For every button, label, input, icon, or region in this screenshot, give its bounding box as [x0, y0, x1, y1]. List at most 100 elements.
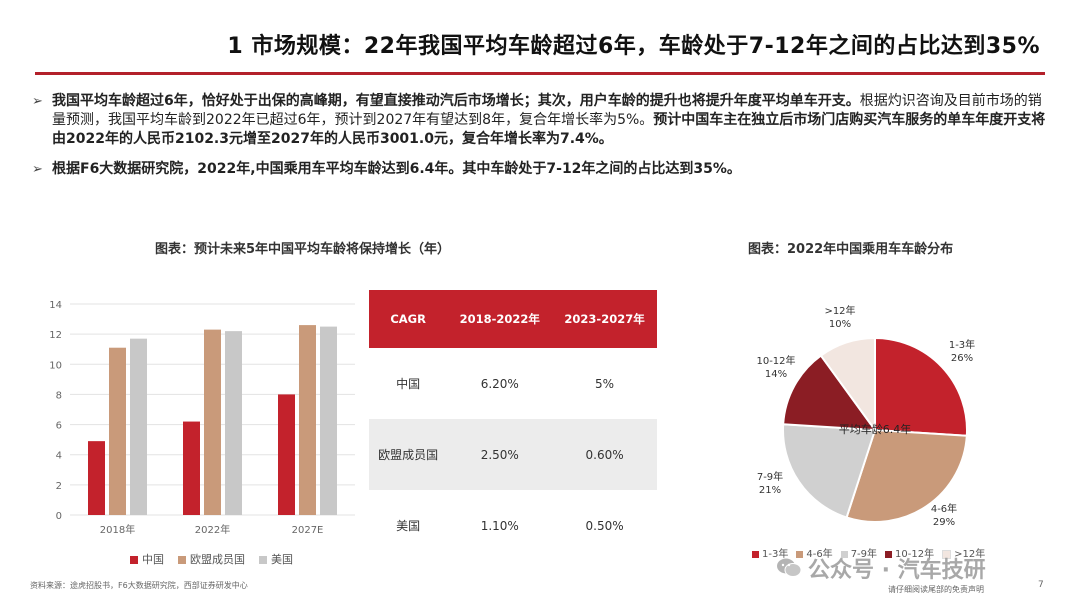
- footer-disclaimer: 请仔细阅读尾部的免责声明: [888, 585, 984, 594]
- legend-item: 10-12年: [885, 545, 934, 560]
- bar: [88, 441, 105, 515]
- pie-slice-percent: 29%: [933, 517, 955, 528]
- legend-swatch: [752, 550, 759, 558]
- legend-item: 美国: [259, 551, 293, 567]
- bullet-1-tail: 预计中国车主在独立后市场门店购买汽车服务的单车年度开支将由2022年的人民币21…: [52, 112, 1046, 147]
- pie-slice-label: 7-9年: [757, 470, 783, 483]
- legend-label: 4-6年: [806, 549, 833, 560]
- table-cell: 5%: [595, 376, 615, 391]
- table-cell: 6.20%: [480, 376, 519, 391]
- pie-slice-label: >12年: [824, 304, 855, 317]
- arrow-bullet-icon: ➢: [32, 94, 43, 109]
- bar: [183, 421, 200, 515]
- cagr-table-header-row: CAGR 2018-2022年 2023-2027年: [369, 290, 657, 348]
- page-title: 1 市场规模：22年我国平均车龄超过6年，车龄处于7-12年之间的占比达到35%: [227, 34, 1040, 59]
- pie-chart-title: 图表：2022年中国乘用车车龄分布: [748, 242, 954, 257]
- bullet-item-1: ➢ 我国平均车龄超过6年，恰好处于出保的高峰期，有望直接推动汽后市场增长；其次，…: [30, 92, 1050, 149]
- legend-item: >12年: [942, 545, 985, 560]
- legend-label: 1-3年: [762, 549, 789, 560]
- bar: [225, 331, 242, 515]
- legend-item: 7-9年: [840, 545, 878, 560]
- legend-swatch: [178, 556, 186, 564]
- y-tick-label: 0: [56, 511, 62, 522]
- legend-label: 7-9年: [850, 549, 878, 560]
- bar: [299, 325, 316, 515]
- pie-slice: [782, 423, 877, 519]
- legend-swatch: [942, 549, 952, 559]
- page-number: 7: [1038, 580, 1044, 590]
- table-cell: 1.10%: [480, 518, 519, 533]
- table-row: 美国 1.10% 0.50%: [369, 490, 657, 561]
- y-tick-label: 14: [49, 300, 62, 311]
- table-row: 欧盟成员国 2.50% 0.60%: [369, 419, 657, 490]
- bar-chart-title: 图表：预计未来5年中国平均车龄将保持增长（年）: [155, 242, 451, 257]
- pie-slice-percent: 21%: [759, 485, 781, 496]
- pie-slice-percent: 26%: [951, 353, 973, 364]
- table-row: 中国 6.20% 5%: [369, 348, 657, 419]
- bullet-2-lead: 根据F6大数据研究院，2022年,中国乘用车平均车龄达到6.4年。其中车龄处于7…: [52, 161, 741, 177]
- y-tick-label: 2: [56, 481, 62, 492]
- cagr-header-cell: 2018-2022年: [447, 290, 553, 348]
- table-cell: 2.50%: [447, 419, 553, 490]
- pie-slice: [819, 336, 876, 434]
- bullet-1-lead: 我国平均车龄超过6年，恰好处于出保的高峰期，有望直接推动汽后市场增长；其次，用户…: [52, 93, 860, 109]
- watermark: 公众号 · 汽车技研: [776, 552, 986, 584]
- pie-slice: [782, 354, 878, 432]
- bar: [130, 338, 147, 515]
- bar-chart-legend: 中国 欧盟成员国 美国: [130, 551, 293, 567]
- footer-source: 资料来源：途虎招股书，F6大数据研究院，西部证券研发中心: [30, 581, 248, 590]
- cagr-header-cell: CAGR: [369, 290, 448, 348]
- legend-label: >12年: [954, 549, 986, 560]
- bullet-1-body: 根据灼识咨询及目前市场的销量预测，我国平均车龄到2022年已超过6年，预计到20…: [52, 93, 1042, 128]
- cagr-header-cell: 2023-2027年: [552, 290, 657, 348]
- bar: [278, 394, 295, 515]
- cagr-table: CAGR 2018-2022年 2023-2027年 中国 6.20% 5% 欧…: [369, 290, 657, 561]
- y-tick-label: 6: [56, 421, 62, 432]
- y-tick-label: 10: [49, 360, 62, 371]
- table-cell: 0.60%: [552, 419, 657, 490]
- bar: [204, 329, 221, 515]
- bar: [320, 326, 337, 515]
- legend-swatch: [130, 556, 138, 564]
- legend-item: 欧盟成员国: [178, 551, 245, 567]
- bullet-list: ➢ 我国平均车龄超过6年，恰好处于出保的高峰期，有望直接推动汽后市场增长；其次，…: [30, 92, 1050, 190]
- legend-label: 10-12年: [895, 549, 935, 560]
- x-tick-label: 2018年: [100, 523, 135, 536]
- pie-chart-legend: 1-3年 4-6年 7-9年 10-12年 >12年: [752, 545, 985, 560]
- legend-label: 中国: [142, 553, 164, 566]
- legend-item: 中国: [130, 551, 164, 567]
- arrow-bullet-icon: ➢: [32, 162, 43, 177]
- y-tick-label: 4: [56, 451, 62, 462]
- table-cell: 中国: [396, 377, 421, 391]
- legend-swatch: [796, 550, 804, 558]
- pie-slice: [874, 336, 968, 437]
- pie-slice: [845, 428, 968, 523]
- title-divider: [35, 72, 1045, 75]
- pie-slice-percent: 14%: [765, 369, 787, 380]
- bar: [109, 347, 126, 515]
- x-tick-label: 2022年: [195, 523, 230, 536]
- pie-slice-percent: 10%: [829, 319, 851, 330]
- legend-swatch: [885, 550, 893, 558]
- pie-slice-label: 10-12年: [756, 354, 795, 367]
- pie-slice-label: 4-6年: [931, 502, 957, 515]
- y-tick-label: 8: [56, 390, 62, 401]
- legend-item: 1-3年: [752, 545, 788, 560]
- bar-chart: 0 2 4 6 8 10 12 14 2018年 2022年 2027E: [49, 300, 355, 536]
- bullet-item-2: ➢ 根据F6大数据研究院，2022年,中国乘用车平均车龄达到6.4年。其中车龄处…: [30, 160, 1050, 179]
- y-tick-label: 12: [49, 330, 62, 341]
- legend-swatch: [840, 550, 848, 558]
- table-cell: 欧盟成员国: [369, 419, 448, 490]
- watermark-text: 公众号 · 汽车技研: [808, 558, 986, 583]
- pie-chart: 1-3年 26% 4-6年 29% 7-9年 21% 10-12年 14% >12年 10% 平均车…: [756, 304, 975, 528]
- legend-swatch: [259, 556, 267, 564]
- table-cell: 美国: [396, 519, 421, 533]
- legend-label: 美国: [271, 553, 293, 566]
- legend-label: 欧盟成员国: [190, 553, 245, 566]
- table-cell: 0.50%: [585, 518, 624, 533]
- pie-slice-label: 1-3年: [949, 338, 975, 351]
- wechat-icon: [777, 558, 802, 577]
- pie-center-annotation: 平均车龄6.4年: [839, 422, 912, 436]
- legend-item: 4-6年: [796, 545, 833, 560]
- x-tick-label: 2027E: [292, 525, 324, 536]
